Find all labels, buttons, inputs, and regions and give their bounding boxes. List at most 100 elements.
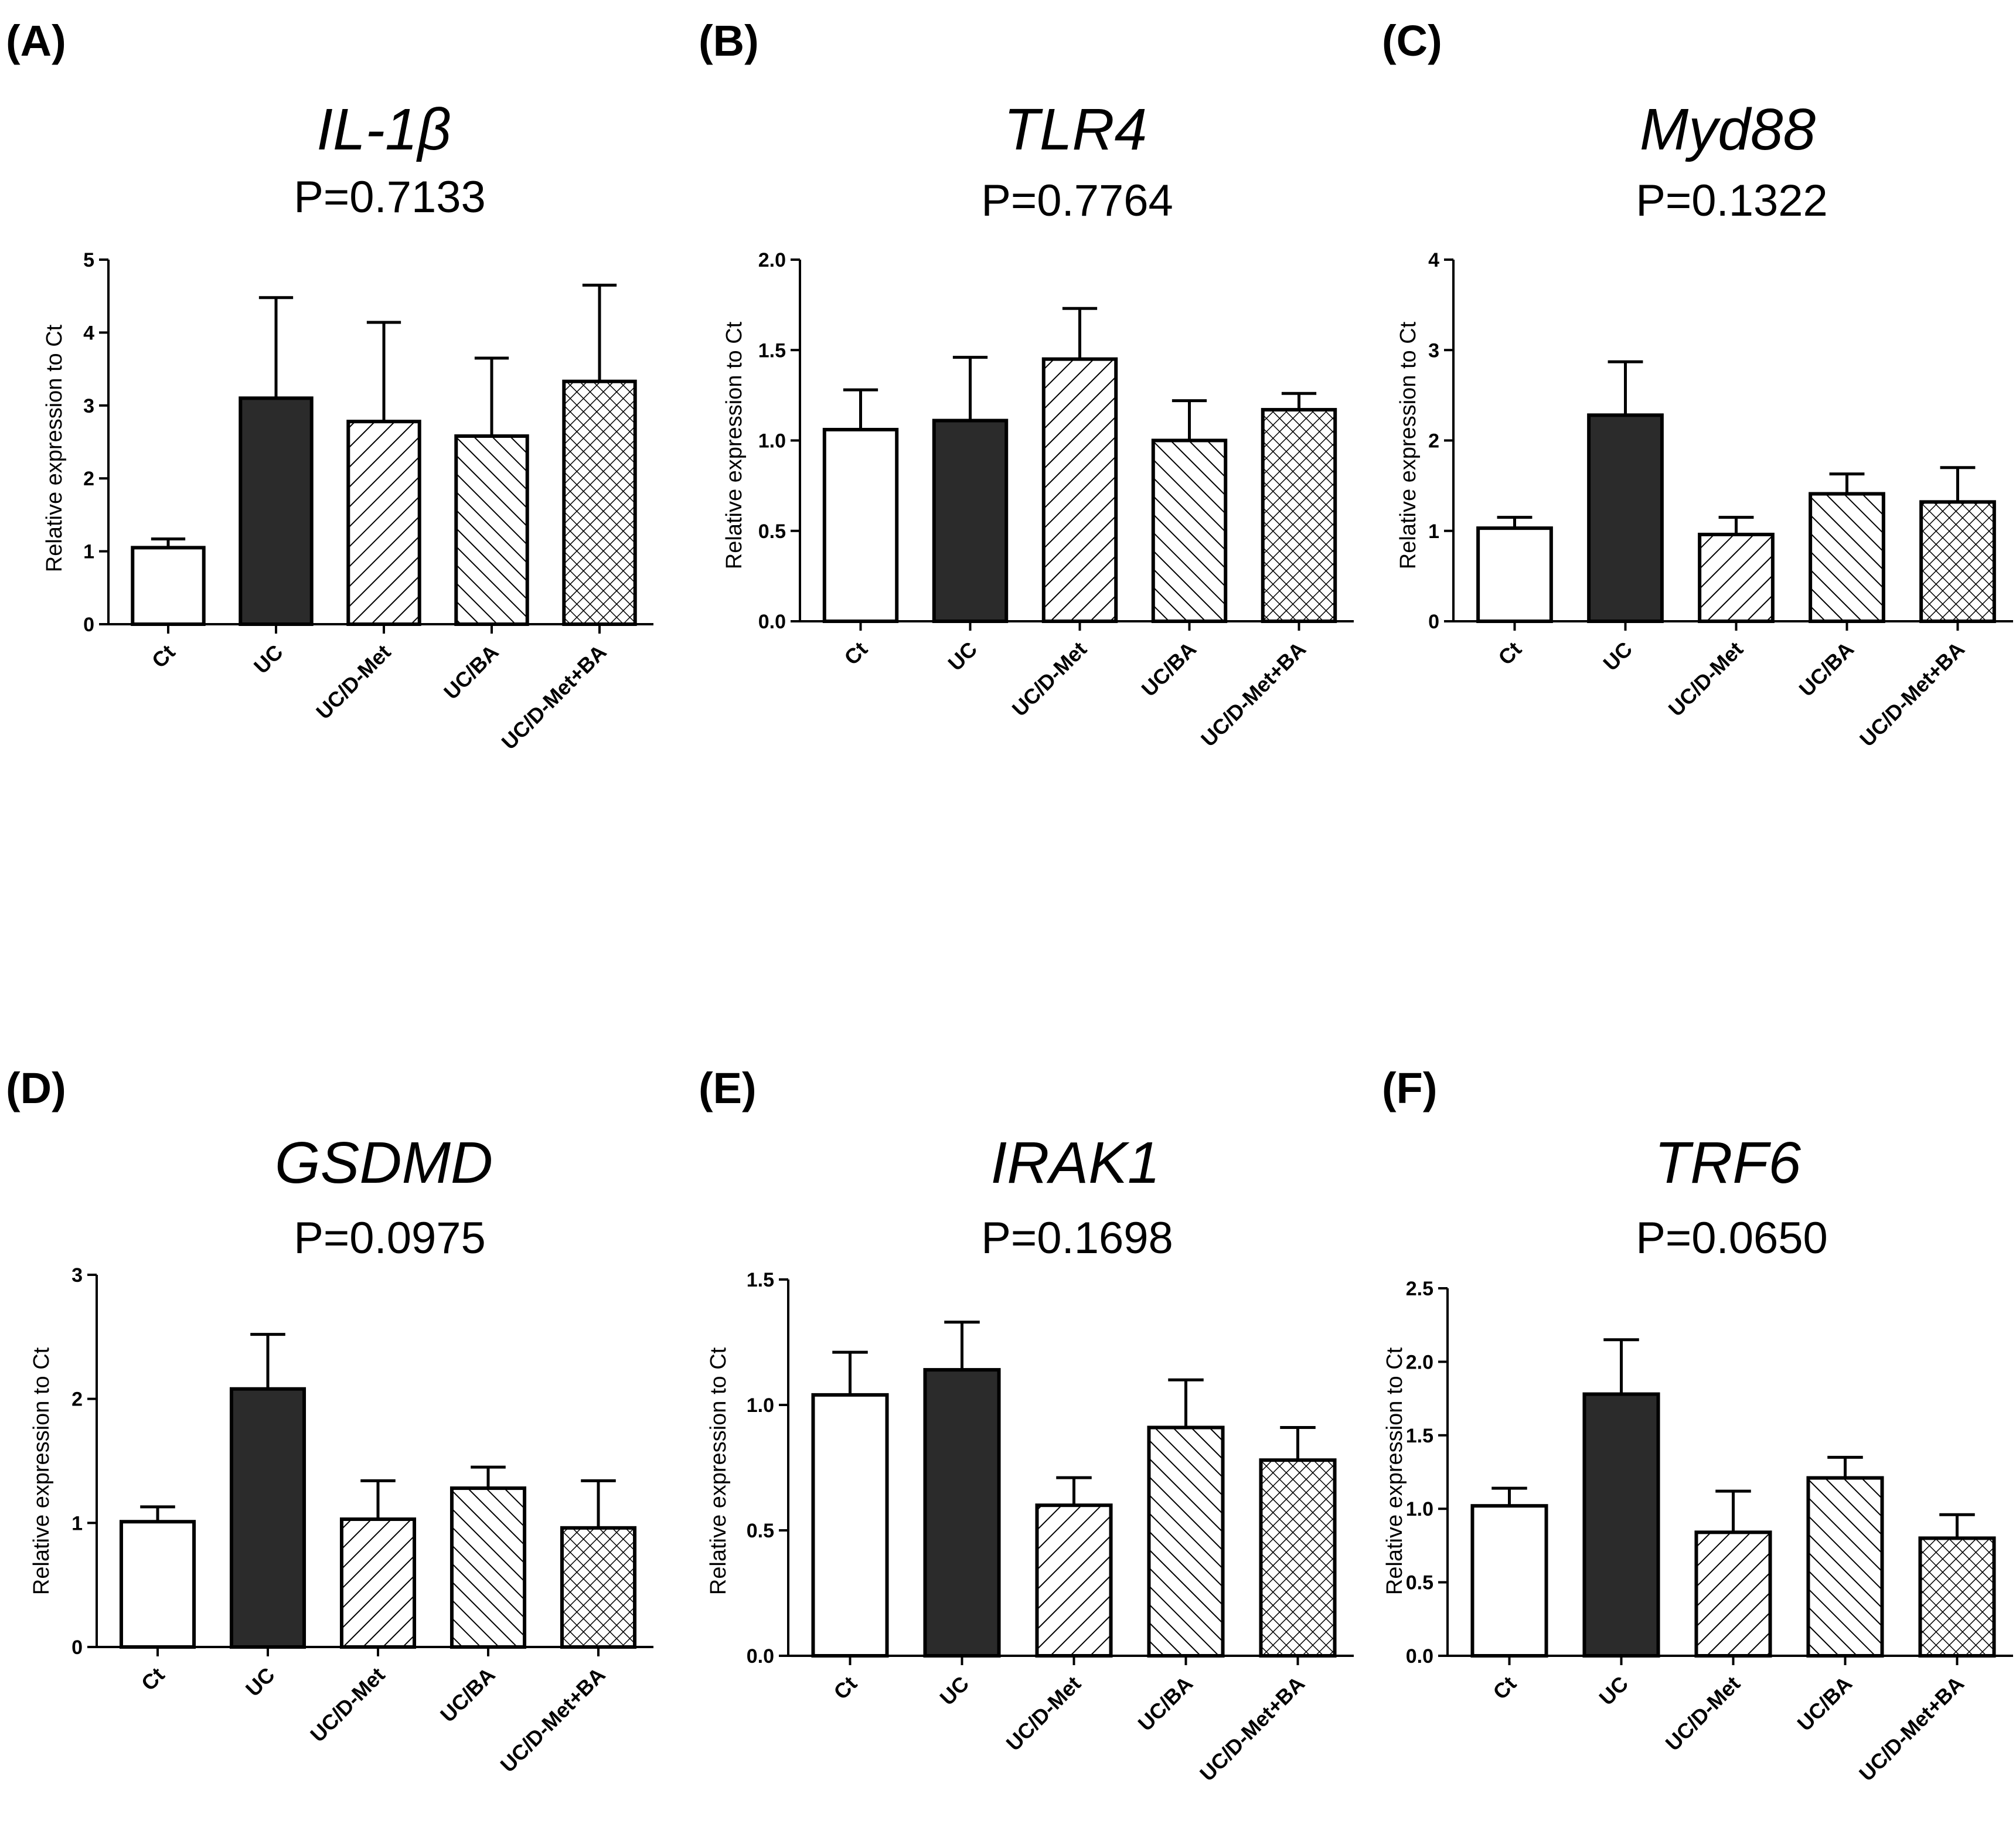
- x-category-label: UC/BA: [1137, 637, 1201, 702]
- x-category-label: UC: [1594, 1672, 1633, 1710]
- gene-title: GSDMD: [275, 1130, 493, 1196]
- y-tick-label: 0.0: [758, 611, 786, 633]
- bar: [1041, 357, 1118, 623]
- bar: [560, 1526, 637, 1649]
- x-category-label: UC: [943, 637, 982, 676]
- bar: [1261, 408, 1337, 623]
- bar: [346, 420, 421, 627]
- p-value: P=0.0650: [1636, 1213, 1828, 1263]
- x-category-label: UC/D-Met: [1007, 637, 1092, 722]
- y-tick-label: 3: [83, 395, 94, 417]
- bar: [1806, 1476, 1884, 1658]
- panel-b: (B) TLR4 P=0.7764 Relative expression to…: [699, 16, 1354, 751]
- y-tick-label: 1: [71, 1512, 83, 1534]
- panel-label: (E): [699, 1064, 757, 1112]
- panel-label: (A): [6, 16, 66, 65]
- bar: [1694, 1530, 1772, 1658]
- x-category-label: UC/BA: [439, 640, 503, 705]
- y-tick-label: 0.5: [747, 1520, 774, 1542]
- y-tick-label: 0.5: [1406, 1572, 1433, 1594]
- p-value: P=0.7764: [981, 176, 1173, 226]
- bar: [1919, 500, 1996, 624]
- p-value: P=0.1698: [981, 1213, 1173, 1263]
- bar: [1918, 1536, 1996, 1658]
- x-category-label: Ct: [829, 1672, 861, 1704]
- x-category-label: UC: [249, 640, 288, 679]
- bar: [811, 1393, 889, 1658]
- x-category-label: Ct: [1493, 637, 1526, 670]
- y-tick-label: 1.5: [1406, 1425, 1433, 1447]
- y-tick-label: 3: [71, 1264, 83, 1287]
- bar: [1147, 1425, 1225, 1658]
- panel-f: (F) TRF6 P=0.0650 Relative expression to…: [1382, 1064, 2013, 1786]
- x-category-label: UC/BA: [1794, 637, 1859, 702]
- x-category-label: UC/D-Met+BA: [495, 1663, 609, 1777]
- x-category-label: UC/BA: [1793, 1672, 1857, 1736]
- x-category-label: UC/D-Met+BA: [1196, 637, 1310, 751]
- x-category-label: UC/D-Met: [311, 640, 396, 724]
- y-tick-label: 1.5: [747, 1269, 774, 1291]
- bar: [131, 546, 206, 626]
- y-tick-label: 0: [1428, 611, 1439, 633]
- bar: [1582, 1392, 1660, 1658]
- y-tick-label: 4: [83, 322, 94, 344]
- gene-title: TLR4: [1004, 97, 1147, 162]
- x-category-label: UC: [935, 1672, 973, 1710]
- bar-plot: 0.0 0.5 1.0 1.5 2.0 2.5 Ct UC UC/D-Met UC/BAUC/D-…: [1406, 1278, 2013, 1786]
- y-axis-label: Relative expression to Ct: [706, 1347, 731, 1595]
- x-category-label: UC/D-Met+BA: [1195, 1672, 1309, 1786]
- y-axis-label: Relative expression to Ct: [29, 1347, 54, 1595]
- y-tick-label: 2.0: [758, 249, 786, 271]
- y-tick-label: 0: [83, 614, 94, 636]
- y-tick-label: 2: [71, 1389, 83, 1411]
- p-value: P=0.7133: [294, 172, 486, 222]
- bar: [1470, 1504, 1548, 1658]
- y-tick-label: 5: [83, 249, 94, 271]
- bar: [1151, 438, 1228, 623]
- bar: [1809, 492, 1885, 623]
- x-category-label: UC: [1598, 637, 1637, 676]
- x-category-label: UC/D-Met: [1661, 1672, 1745, 1756]
- y-tick-label: 0: [71, 1636, 83, 1659]
- gene-title: TRF6: [1654, 1130, 1801, 1196]
- bar: [923, 1368, 1001, 1658]
- x-category-label: UC/BA: [1133, 1672, 1198, 1736]
- y-tick-label: 0.0: [1406, 1645, 1433, 1668]
- bar: [119, 1520, 196, 1649]
- bar: [1698, 532, 1775, 623]
- y-tick-label: 3: [1428, 339, 1439, 362]
- panel-a: (A) IL-1β P=0.7133 Relative expression t…: [6, 16, 653, 754]
- y-tick-label: 1: [1428, 520, 1439, 543]
- bar: [1587, 413, 1664, 623]
- y-axis-label: Relative expression to Ct: [1382, 1347, 1407, 1595]
- x-category-label: UC/D-Met+BA: [1854, 1672, 1969, 1786]
- bar: [229, 1387, 307, 1649]
- y-tick-label: 1.0: [747, 1394, 774, 1417]
- bar: [454, 434, 529, 626]
- x-category-label: UC/D-Met: [1664, 637, 1748, 722]
- y-tick-label: 0.5: [758, 520, 786, 543]
- bar: [1035, 1503, 1113, 1658]
- y-tick-label: 1.0: [758, 430, 786, 452]
- panel-label: (F): [1382, 1064, 1438, 1112]
- bar: [449, 1486, 527, 1649]
- y-tick-label: 2: [83, 468, 94, 490]
- y-tick-label: 1: [83, 541, 94, 563]
- y-tick-label: 0.0: [747, 1645, 774, 1668]
- bar: [822, 427, 899, 623]
- p-value: P=0.1322: [1636, 176, 1828, 226]
- x-category-label: UC/D-Met: [1002, 1672, 1086, 1756]
- x-category-label: UC/D-Met: [305, 1663, 390, 1747]
- y-tick-label: 2.5: [1406, 1278, 1433, 1300]
- y-tick-label: 2.0: [1406, 1351, 1433, 1373]
- gene-title: IL-1β: [316, 97, 451, 162]
- bar: [1259, 1458, 1337, 1658]
- gene-title: IRAK1: [990, 1130, 1160, 1196]
- x-category-label: Ct: [1488, 1672, 1521, 1704]
- gene-title: Myd88: [1640, 97, 1816, 162]
- bar-plot: 0.0 0.5 1.0 1.5 2.0 Ct UC UC/D-Met UC/BAUC/D-Met…: [758, 249, 1354, 751]
- x-category-label: Ct: [839, 637, 872, 670]
